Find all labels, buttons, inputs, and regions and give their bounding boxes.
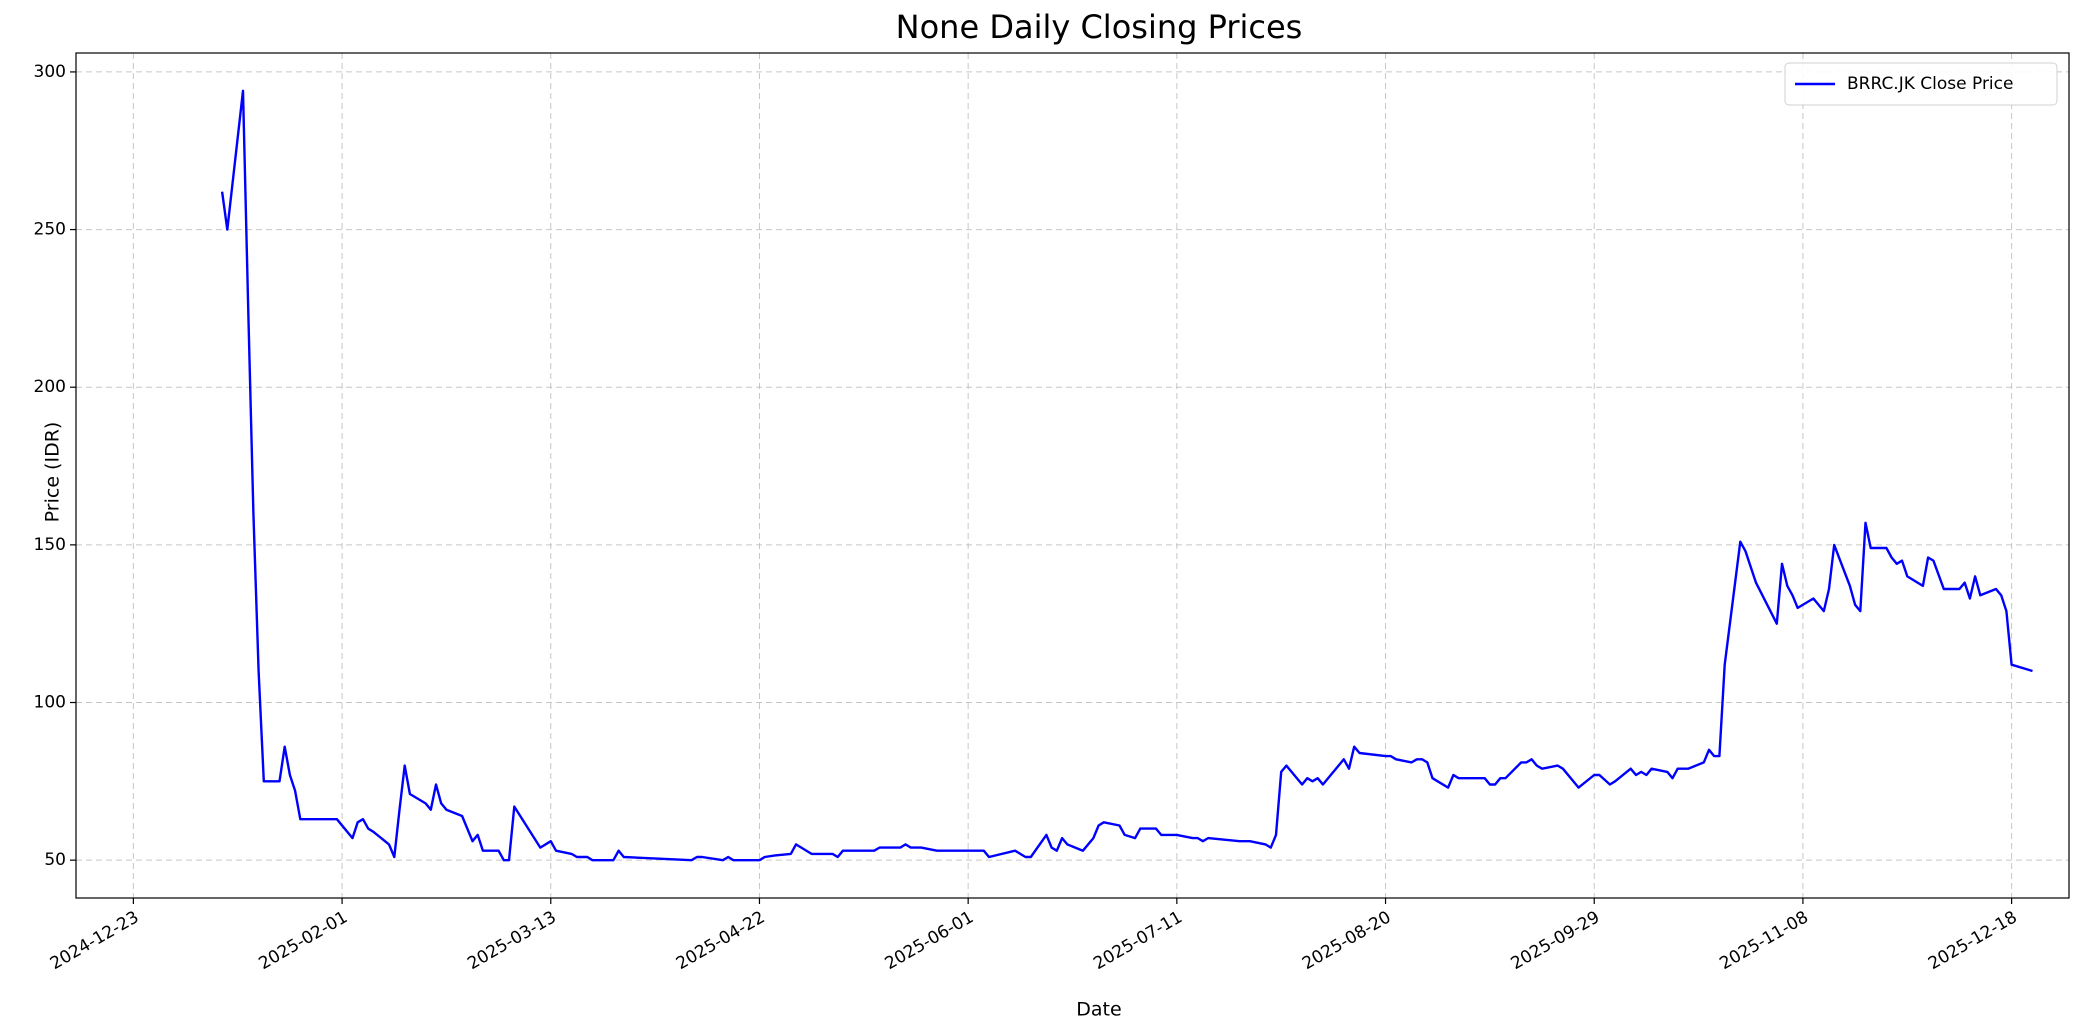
x-tick-label: 2025-06-01 (882, 907, 978, 974)
y-tick-label: 200 (34, 377, 66, 397)
x-tick-label: 2025-04-22 (673, 907, 769, 974)
x-tick-label: 2025-08-20 (1299, 907, 1395, 974)
y-tick-label: 50 (44, 850, 66, 870)
x-axis-label: Date (1076, 999, 1121, 1021)
x-tick-label: 2025-11-08 (1716, 907, 1812, 974)
legend-label: BRRC.JK Close Price (1847, 74, 2013, 94)
y-tick-label: 100 (34, 693, 66, 713)
y-tick-label: 250 (34, 220, 66, 240)
x-tick-label: 2025-07-11 (1090, 907, 1186, 974)
chart-title: None Daily Closing Prices (896, 8, 1303, 46)
y-axis-label: Price (IDR) (42, 422, 64, 523)
x-tick-label: 2024-12-23 (47, 907, 143, 974)
x-tick-label: 2025-02-01 (256, 907, 352, 974)
legend-box (1784, 62, 2058, 106)
plot-frame (75, 52, 2070, 899)
y-tick-label: 300 (34, 62, 66, 82)
x-tick-label: 2025-03-13 (464, 907, 560, 974)
x-tick-label: 2025-09-29 (1508, 907, 1604, 974)
price-line (220, 89, 2033, 862)
y-tick-label: 150 (34, 535, 66, 555)
x-tick-label: 2025-12-18 (1925, 907, 2021, 974)
